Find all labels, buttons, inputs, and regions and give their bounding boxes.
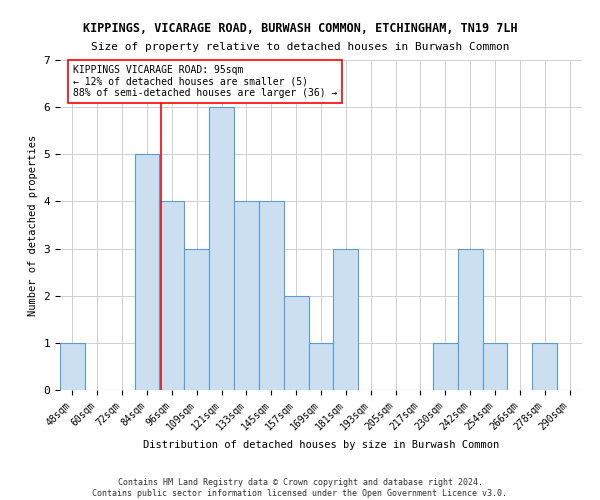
Y-axis label: Number of detached properties: Number of detached properties — [28, 134, 38, 316]
Bar — [184, 248, 209, 390]
Bar — [284, 296, 308, 390]
Bar — [482, 343, 508, 390]
Bar — [160, 202, 184, 390]
Text: KIPPINGS VICARAGE ROAD: 95sqm
← 12% of detached houses are smaller (5)
88% of se: KIPPINGS VICARAGE ROAD: 95sqm ← 12% of d… — [73, 64, 337, 98]
Bar — [308, 343, 334, 390]
Text: KIPPINGS, VICARAGE ROAD, BURWASH COMMON, ETCHINGHAM, TN19 7LH: KIPPINGS, VICARAGE ROAD, BURWASH COMMON,… — [83, 22, 517, 36]
Bar — [60, 343, 85, 390]
Bar — [433, 343, 458, 390]
Bar — [134, 154, 160, 390]
X-axis label: Distribution of detached houses by size in Burwash Common: Distribution of detached houses by size … — [143, 440, 499, 450]
Text: Size of property relative to detached houses in Burwash Common: Size of property relative to detached ho… — [91, 42, 509, 52]
Bar — [334, 248, 358, 390]
Text: Contains HM Land Registry data © Crown copyright and database right 2024.
Contai: Contains HM Land Registry data © Crown c… — [92, 478, 508, 498]
Bar — [234, 202, 259, 390]
Bar — [259, 202, 284, 390]
Bar — [458, 248, 482, 390]
Bar — [209, 107, 234, 390]
Bar — [532, 343, 557, 390]
